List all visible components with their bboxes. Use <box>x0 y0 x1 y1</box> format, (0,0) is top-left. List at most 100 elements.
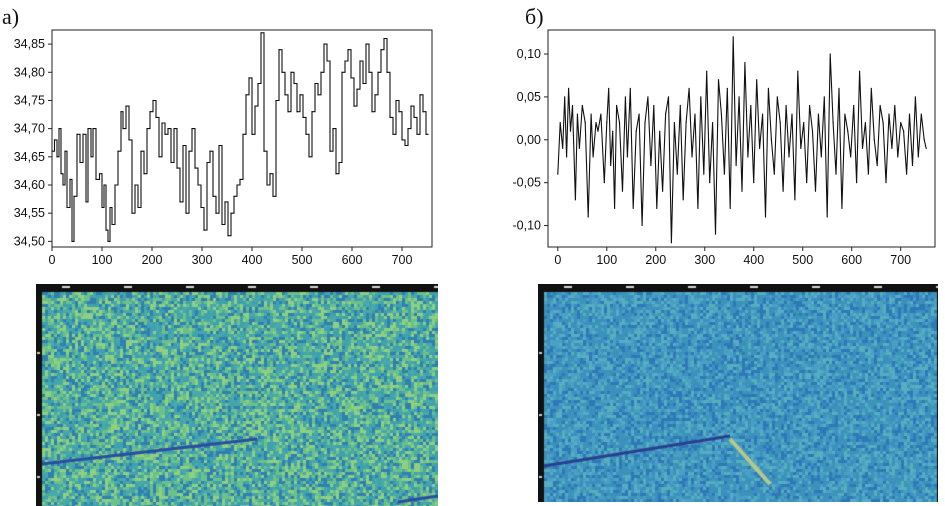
data-point <box>413 116 415 118</box>
data-point <box>694 113 696 115</box>
data-point <box>587 216 589 218</box>
data-point <box>879 104 881 107</box>
data-point <box>559 122 561 124</box>
panel-label-b: б) <box>525 4 544 29</box>
data-point <box>567 87 570 89</box>
data-point <box>670 242 673 244</box>
data-point <box>676 173 678 175</box>
data-point <box>876 164 878 167</box>
data-point <box>398 111 400 113</box>
data-point <box>610 164 612 167</box>
data-point <box>606 122 608 124</box>
data-point <box>395 99 397 102</box>
data-point <box>236 184 238 186</box>
data-point <box>867 173 869 175</box>
data-point <box>60 173 62 175</box>
data-point <box>850 156 852 158</box>
data-point <box>203 229 205 231</box>
data-point <box>905 173 908 175</box>
data-point <box>293 82 295 85</box>
data-point <box>584 122 586 124</box>
data-point <box>856 182 858 184</box>
data-point <box>341 71 343 73</box>
data-point <box>335 173 337 175</box>
data-point <box>779 122 781 124</box>
data-point <box>679 104 681 107</box>
data-point <box>278 49 280 51</box>
data-point <box>615 104 618 107</box>
data-point <box>227 235 229 237</box>
data-point <box>726 87 728 89</box>
data-point <box>79 161 81 164</box>
data-point <box>595 122 597 124</box>
data-point <box>635 130 637 132</box>
data-point <box>861 147 864 149</box>
data-point <box>332 128 334 130</box>
data-point <box>697 207 699 210</box>
data-point <box>803 122 805 124</box>
data-point <box>182 144 184 147</box>
data-point <box>644 122 646 124</box>
data-point <box>908 113 911 115</box>
data-point <box>729 207 731 210</box>
data-point <box>416 133 418 135</box>
x-tick-label: 400 <box>242 253 263 267</box>
data-point <box>111 223 113 226</box>
x-tick-label: 700 <box>890 253 911 267</box>
data-point <box>356 88 358 90</box>
y-tick-label: 34,75 <box>14 93 45 107</box>
data-point <box>269 173 271 175</box>
data-point <box>114 184 116 186</box>
data-point <box>317 94 319 96</box>
data-point <box>574 199 577 201</box>
data-point <box>377 71 379 73</box>
data-point <box>853 104 855 107</box>
data-point <box>347 49 349 51</box>
x-tick-label: 700 <box>392 253 413 267</box>
data-point <box>632 207 634 210</box>
data-point <box>923 139 925 141</box>
data-point <box>209 150 211 152</box>
y-tick-label: 0,05 <box>517 90 541 104</box>
data-point <box>557 173 559 175</box>
data-point <box>389 116 391 118</box>
data-point <box>320 71 322 73</box>
data-point <box>353 105 355 107</box>
data-point <box>194 167 196 169</box>
data-point <box>571 104 574 107</box>
data-point <box>365 43 367 45</box>
y-tick-label: 34,50 <box>14 234 45 248</box>
data-point <box>296 111 298 113</box>
data-point <box>744 61 746 64</box>
data-point <box>776 96 778 98</box>
data-point <box>275 99 277 102</box>
data-point <box>427 133 429 135</box>
data-point <box>128 139 130 141</box>
data-point <box>844 113 846 115</box>
data-point <box>659 130 661 132</box>
y-tick-label: -0,05 <box>513 176 542 190</box>
data-point <box>629 87 631 89</box>
data-point <box>284 94 286 96</box>
x-tick-label: 100 <box>92 253 113 267</box>
data-point <box>380 49 382 51</box>
data-point <box>773 173 775 175</box>
data-point <box>51 150 53 152</box>
data-point <box>576 113 578 115</box>
data-point <box>662 190 664 192</box>
data-point <box>383 37 385 40</box>
data-point <box>149 111 151 113</box>
x-tick-label: 0 <box>49 253 56 267</box>
data-point <box>685 122 687 124</box>
data-point <box>832 122 834 124</box>
data-point <box>125 105 127 107</box>
data-point <box>87 128 89 130</box>
data-point <box>143 173 145 175</box>
data-point <box>864 122 867 124</box>
y-tick-label: 34,55 <box>14 206 45 220</box>
data-point <box>314 82 316 85</box>
data-point <box>647 96 649 98</box>
data-point <box>218 144 220 147</box>
data-point <box>215 212 217 214</box>
